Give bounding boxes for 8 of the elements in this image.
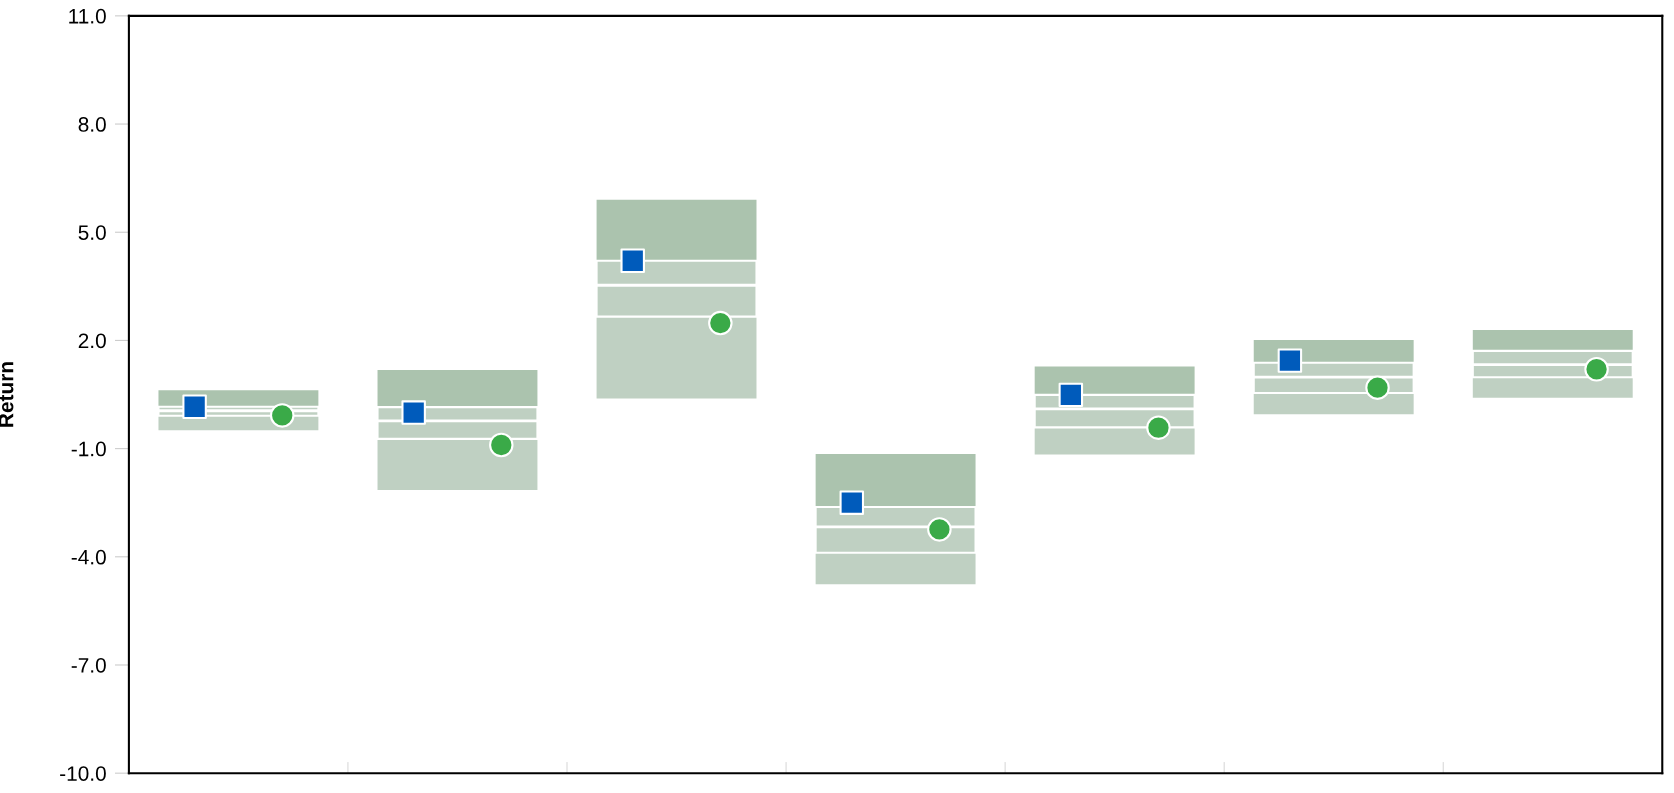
- y-tick-label: 2.0: [78, 333, 106, 349]
- y-tick-label: -10.0: [60, 766, 106, 781]
- y-tick-label: -1.0: [71, 441, 106, 457]
- y-tick-label: 5.0: [78, 225, 106, 240]
- y-tick-label: -7.0: [71, 657, 106, 673]
- y-tick-label: -4.0: [71, 549, 106, 565]
- y-tick-label: 8.0: [78, 117, 106, 132]
- y-tick-label: 11.0: [69, 8, 106, 24]
